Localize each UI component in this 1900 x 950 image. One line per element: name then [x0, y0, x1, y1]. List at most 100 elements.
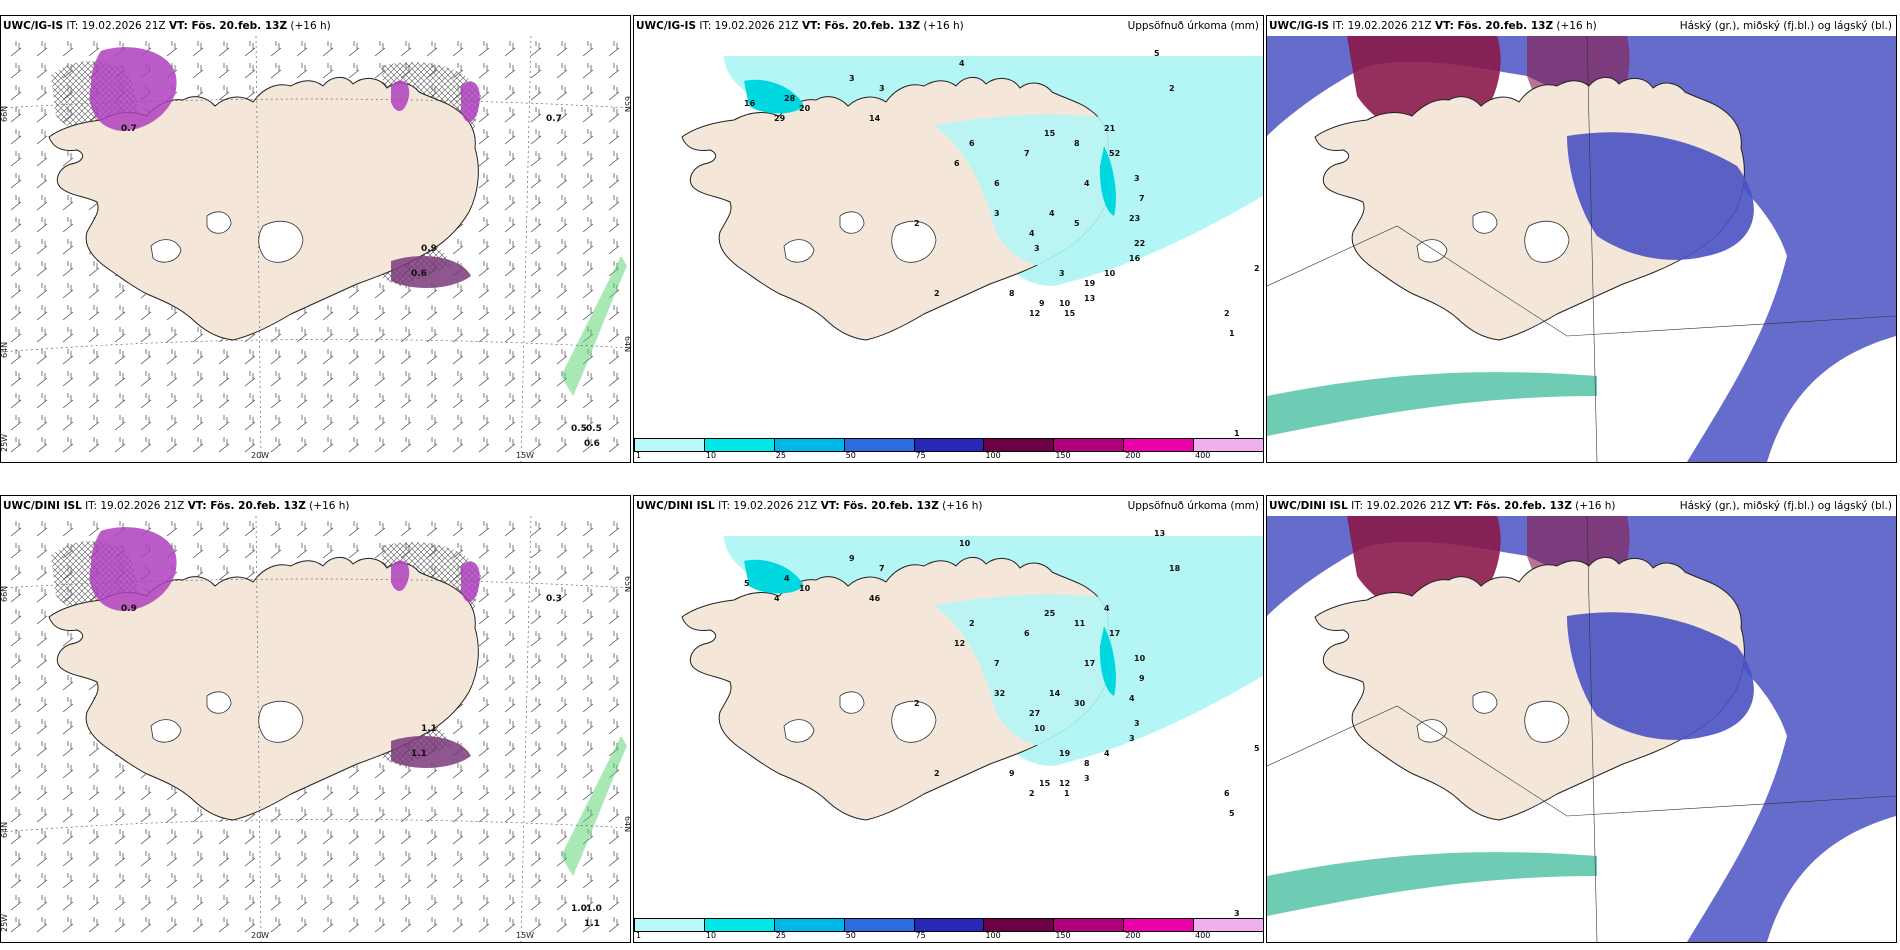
precip-value: 5: [1229, 809, 1235, 818]
wind-barb: [296, 41, 308, 57]
precip-value: 27: [1029, 709, 1040, 718]
wind-barb: [114, 437, 126, 453]
wind-barb: [504, 217, 516, 233]
wind-barb: [556, 807, 568, 823]
wind-barb: [582, 151, 594, 167]
wind-barb: [478, 587, 490, 603]
wind-barb: [478, 785, 490, 801]
colorbar-swatch: [773, 438, 845, 452]
colorbar-tick: 25: [775, 451, 786, 460]
wind-barb: [296, 521, 308, 537]
wind-barb: [374, 393, 386, 409]
snow-area: [391, 736, 471, 768]
wind-barb: [218, 543, 230, 559]
wind-barb: [504, 697, 516, 713]
wind-barb: [192, 371, 204, 387]
precip-value: 10: [1134, 654, 1146, 663]
wind-barb: [608, 895, 620, 911]
wind-barb: [530, 85, 542, 101]
wind-barb: [270, 371, 282, 387]
precip-value: 4: [959, 59, 965, 68]
wind-barb: [608, 63, 620, 79]
grid-label: 15W: [516, 451, 534, 460]
wind-barb: [36, 543, 48, 559]
precip-value: 10: [1034, 724, 1046, 733]
precip-map: 9107655131851044462761225114171417302732…: [634, 516, 1263, 942]
wind-barb: [504, 63, 516, 79]
wind-barb: [582, 763, 594, 779]
snow-area: [461, 81, 480, 122]
wind-barb: [452, 873, 464, 889]
precip-value: 20: [799, 104, 811, 113]
panel-header: UWC/IG-IS IT: 19.02.2026 21Z VT: Fös. 20…: [1, 16, 630, 36]
low-cloud: [1567, 612, 1754, 740]
wind-barb: [478, 763, 490, 779]
latitude-line: [1, 339, 630, 353]
precip-value: 23: [1129, 214, 1140, 223]
wind-barb: [504, 239, 516, 255]
precip-value: 16: [1129, 254, 1141, 263]
wind-barb: [166, 41, 178, 57]
wind-barb: [582, 631, 594, 647]
wind-barb: [36, 41, 48, 57]
wind-barb: [62, 349, 74, 365]
wind-barb: [478, 63, 490, 79]
wind-barb: [556, 631, 568, 647]
wind-barb: [556, 327, 568, 343]
wind-barb: [374, 763, 386, 779]
wind-barb: [36, 217, 48, 233]
wind-barb: [374, 283, 386, 299]
wind-barb: [218, 917, 230, 933]
wind-barb: [36, 565, 48, 581]
wind-barb: [244, 41, 256, 57]
wind-barb: [478, 371, 490, 387]
wind-barb: [504, 785, 516, 801]
wind-barb: [322, 437, 334, 453]
wind-barb: [478, 393, 490, 409]
wind-barb: [348, 521, 360, 537]
wind-barb: [374, 349, 386, 365]
wind-barb: [36, 261, 48, 277]
wind-barb: [322, 543, 334, 559]
wind-barb: [530, 305, 542, 321]
precip-value: 3: [1129, 734, 1135, 743]
value-label: 1.1: [584, 919, 600, 929]
wind-barb: [62, 327, 74, 343]
wind-barb: [530, 609, 542, 625]
colorbar-swatch: [1193, 438, 1263, 452]
precip-value: 3: [1084, 774, 1090, 783]
wind-barb: [62, 217, 74, 233]
green-band: [561, 736, 627, 876]
wind-barb: [114, 895, 126, 911]
wind-barb: [10, 675, 22, 691]
wind-barb: [62, 807, 74, 823]
wind-barb: [192, 415, 204, 431]
grid-label: 66N: [1, 586, 9, 602]
wind-barb: [452, 521, 464, 537]
wind-barb: [10, 543, 22, 559]
wind-barb: [36, 741, 48, 757]
longitude-line: [255, 516, 262, 942]
grid-label: 64N: [623, 816, 630, 832]
wind-barb: [36, 807, 48, 823]
precip-light: [934, 114, 1154, 267]
wind-barb: [426, 917, 438, 933]
wind-barb: [556, 719, 568, 735]
wind-barb: [10, 129, 22, 145]
wind-barb: [608, 917, 620, 933]
wind-barb: [62, 283, 74, 299]
precip-value: 10: [1059, 299, 1071, 308]
wind-barb: [608, 675, 620, 691]
precip-value: 12: [954, 639, 965, 648]
wind-barb: [504, 829, 516, 845]
wind-barb: [530, 63, 542, 79]
wind-barb: [426, 829, 438, 845]
wind-barb: [36, 895, 48, 911]
wind-barb: [504, 587, 516, 603]
wind-barb: [114, 785, 126, 801]
colorbar-swatch: [983, 918, 1055, 932]
wind-barb: [608, 173, 620, 189]
wind-barb: [10, 85, 22, 101]
wind-barb: [608, 371, 620, 387]
wind-barb: [348, 41, 360, 57]
